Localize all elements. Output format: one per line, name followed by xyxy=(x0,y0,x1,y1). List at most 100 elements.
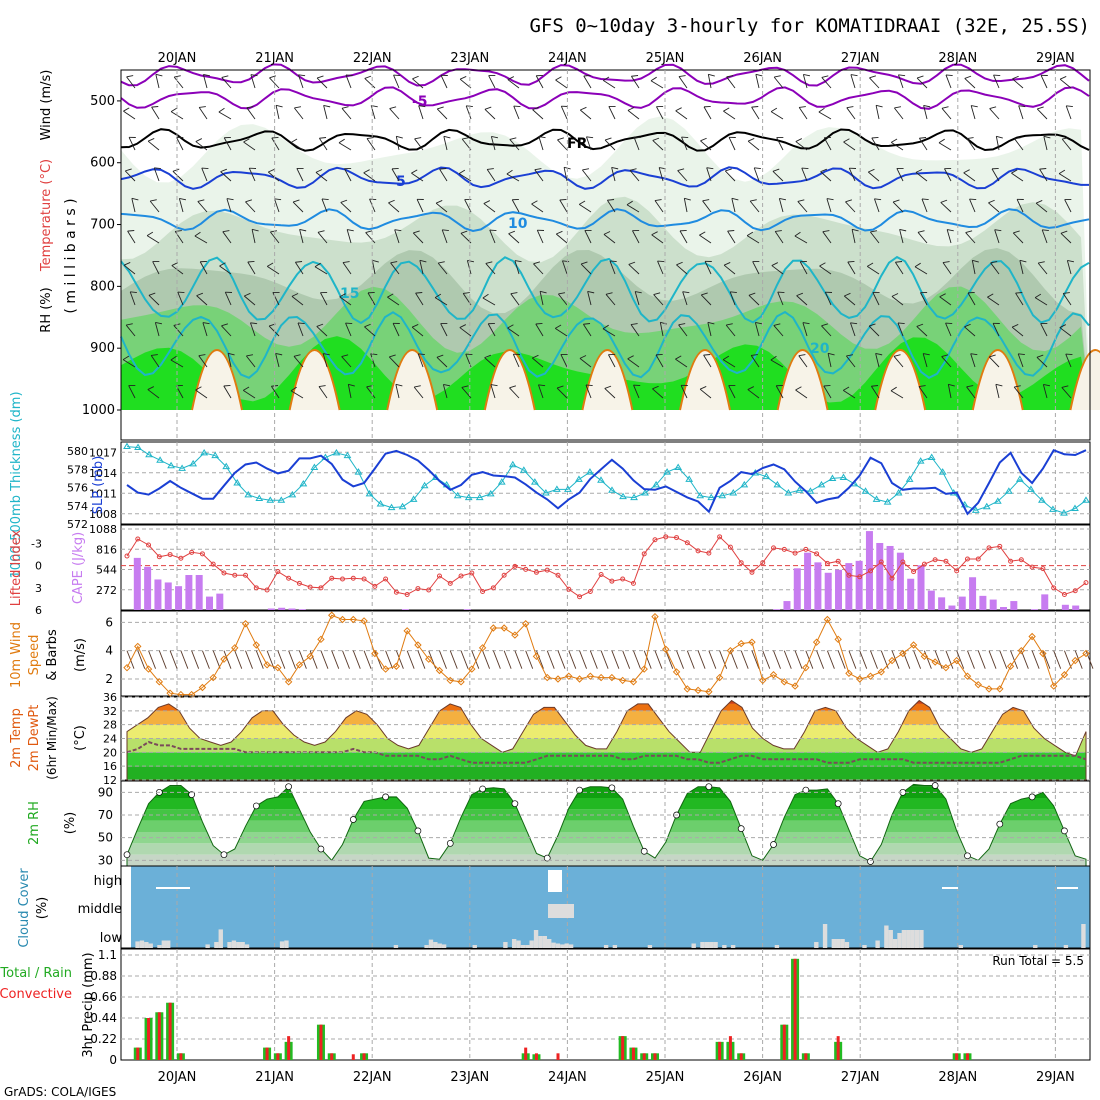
low-cloud-bar xyxy=(722,945,727,948)
wind-speed-point xyxy=(597,673,605,682)
surface-wind-barb xyxy=(525,650,534,669)
surface-wind-barb xyxy=(676,650,684,669)
wind-barb xyxy=(246,354,256,368)
wind-speed-point xyxy=(586,672,595,680)
wind-barb-staff xyxy=(920,292,928,306)
lifted-index-point xyxy=(964,556,970,562)
wind-barb xyxy=(514,260,522,275)
wind-barb xyxy=(823,137,832,151)
wind-barb-flag xyxy=(170,107,178,112)
wind-barb-staff xyxy=(1039,168,1048,182)
date-label-top: 26JAN xyxy=(743,51,782,66)
wind-barb xyxy=(441,229,449,244)
thickness-point xyxy=(167,461,175,469)
wind-speed-point xyxy=(608,673,616,682)
wind-barb-flag xyxy=(291,293,299,297)
wind-barb-flag xyxy=(513,353,521,355)
wind-barb xyxy=(728,385,736,399)
wind-barb-staff xyxy=(170,359,184,368)
wind-barb-staff xyxy=(941,356,952,368)
wind-barb-flag xyxy=(538,136,546,139)
date-label-bottom: 27JAN xyxy=(841,1070,880,1085)
wind-barb xyxy=(439,168,448,182)
wind-barb-staff xyxy=(322,353,328,368)
wind-barb xyxy=(750,354,760,368)
wind-barb-flag xyxy=(488,323,495,325)
low-cloud-bar xyxy=(428,939,434,948)
lifted-index-point xyxy=(932,557,938,563)
wind-barb-staff xyxy=(558,293,568,306)
wind-barb xyxy=(966,137,976,151)
wind-barb xyxy=(390,261,400,275)
lifted-index-point xyxy=(577,594,583,600)
wind-barb-staff xyxy=(129,291,136,306)
cape-bar xyxy=(205,596,213,610)
wind-barb xyxy=(627,107,640,120)
wind-barb-staff xyxy=(604,139,616,151)
wind-barb-staff xyxy=(870,231,880,244)
wind-speed-point xyxy=(392,662,401,670)
wind-barb xyxy=(752,261,760,275)
surface-wind-barb xyxy=(363,650,372,669)
wind-barb-staff xyxy=(630,324,640,337)
wind-barb xyxy=(802,322,810,337)
wind-barb-flag xyxy=(823,385,831,387)
wind-barb xyxy=(151,106,160,120)
wind-barb-flag xyxy=(367,292,375,294)
wind-barb xyxy=(434,293,448,306)
wind-barb xyxy=(890,386,904,399)
wind-barb xyxy=(846,354,856,368)
pressure-tick-label: 500 xyxy=(90,94,115,109)
wind-barb xyxy=(867,262,880,275)
wind-barb-staff xyxy=(675,358,688,368)
precip-tick-label: 0 xyxy=(109,1053,117,1067)
wind-barb-flag xyxy=(846,106,854,109)
thickness-point xyxy=(641,489,649,496)
wind-barb-staff xyxy=(293,355,304,368)
wind-barb-flag xyxy=(921,198,929,201)
wind-barb xyxy=(299,228,307,244)
cape-bar xyxy=(855,560,863,610)
wind-barb xyxy=(342,261,352,275)
thickness-point xyxy=(222,462,231,470)
temp-band xyxy=(127,752,1086,767)
wind-speed-point xyxy=(500,624,508,632)
wind-barb-flag xyxy=(875,104,883,108)
low-cloud-bar xyxy=(647,945,653,948)
wind-barb xyxy=(483,200,496,213)
surface-wind-barb xyxy=(589,650,598,669)
wind-barb xyxy=(746,231,760,244)
wind-barb-flag xyxy=(629,168,637,171)
wind-barb xyxy=(681,136,689,151)
wind-barb-staff xyxy=(891,141,904,151)
wind-barb-flag xyxy=(1060,230,1068,234)
wind-barb-flag xyxy=(899,228,907,232)
wind-barb xyxy=(170,355,184,368)
wind-barb xyxy=(367,292,376,306)
wind-barb-flag xyxy=(1014,137,1022,140)
wind-barb xyxy=(294,106,304,120)
date-label-top: 27JAN xyxy=(841,51,880,66)
wind-barb-flag xyxy=(562,260,570,263)
wind-barb-flag xyxy=(608,354,616,356)
thickness-point xyxy=(729,489,738,496)
wind-barb-flag xyxy=(583,323,591,325)
wind-barb xyxy=(826,198,834,213)
wind-barb-staff xyxy=(675,110,688,120)
wind-barb-staff xyxy=(443,136,448,151)
wind-barb-flag xyxy=(1059,324,1067,328)
lifted-index-point xyxy=(178,555,184,561)
wind-speed-point xyxy=(1082,649,1090,658)
surface-wind-barb xyxy=(1020,650,1029,669)
wind-tick-label: 2 xyxy=(105,672,113,686)
wind-barb-staff xyxy=(274,198,280,213)
surface-wind-barb xyxy=(298,650,307,669)
wind-barb xyxy=(818,107,832,120)
wind-barb-flag xyxy=(844,292,851,297)
wind-barb-staff xyxy=(243,295,256,306)
wind-speed-point xyxy=(823,615,832,624)
wind-barb-flag xyxy=(363,169,370,174)
wind-barb-staff xyxy=(651,234,664,244)
wind-speed-point xyxy=(231,644,239,652)
high-cloud-dash xyxy=(1057,887,1078,889)
